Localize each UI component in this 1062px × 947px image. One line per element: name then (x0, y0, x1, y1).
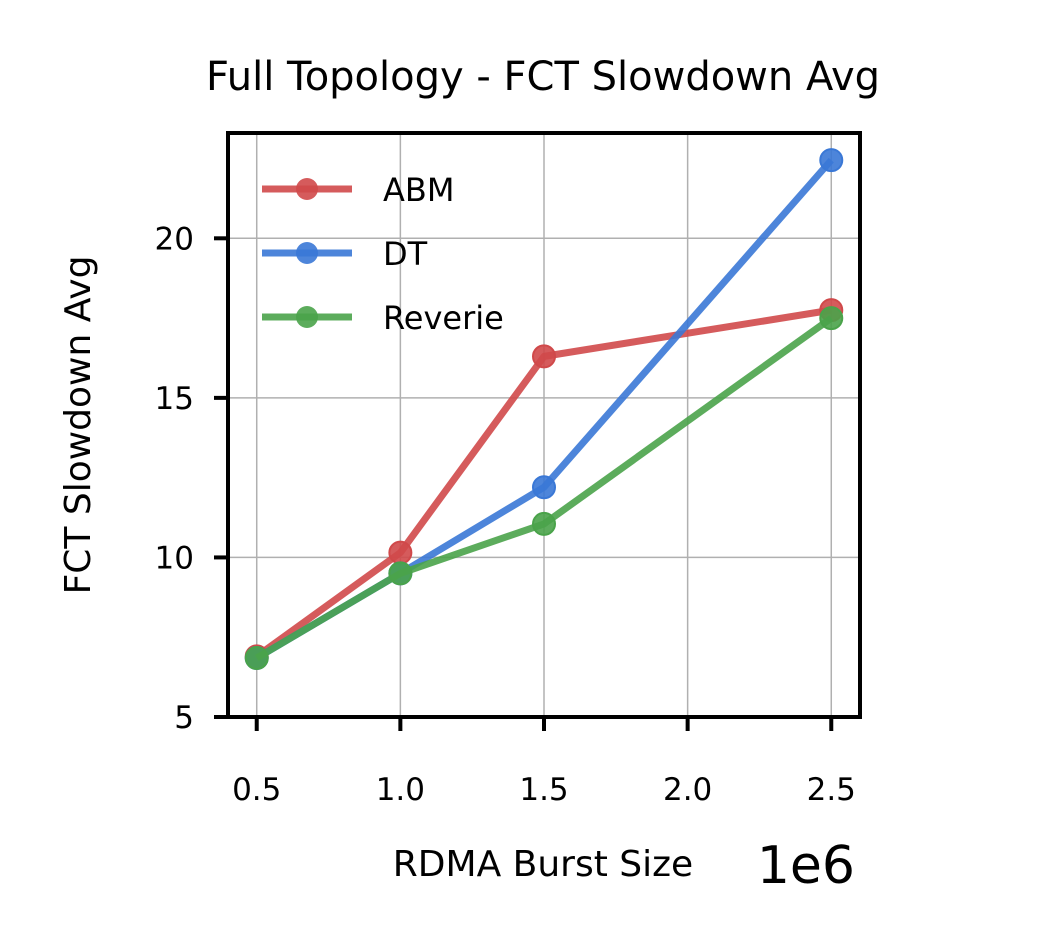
reverie-data-point (819, 306, 844, 331)
x-axis-label: RDMA Burst Size (393, 844, 693, 885)
abm-legend-label: ABM (383, 171, 454, 209)
series-layer (244, 148, 844, 670)
y-tick-label: 15 (155, 381, 194, 417)
dt-data-point (532, 475, 556, 500)
dt-legend-marker (296, 242, 318, 264)
reverie-data-point (388, 561, 413, 586)
x-tick-label: 1.0 (376, 772, 425, 808)
abm-series-line (254, 306, 832, 660)
reverie-data-point (532, 511, 556, 536)
reverie-data-point (244, 645, 269, 670)
reverie-legend-label: Reverie (383, 299, 504, 337)
chart-title: Full Topology - FCT Slowdown Avg (206, 54, 880, 100)
reverie-series-line (254, 315, 834, 661)
legend: ABM DT Reverie (262, 171, 504, 337)
abm-legend-marker (296, 178, 318, 200)
dt-data-point (819, 148, 844, 173)
y-tick-label: 5 (174, 700, 194, 736)
x-axis: 0.5 1.0 1.5 2.0 2.5 (232, 717, 856, 808)
y-axis-label: FCT Slowdown Avg (58, 256, 99, 595)
abm-data-point (532, 344, 556, 369)
reverie-legend-marker (296, 306, 318, 328)
y-tick-label: 20 (155, 221, 194, 257)
grid (228, 133, 860, 718)
x-tick-label: 0.5 (232, 772, 281, 808)
x-tick-label: 1.5 (519, 772, 568, 808)
dt-legend-label: DT (383, 235, 428, 273)
x-axis-offset: 1e6 (757, 836, 855, 896)
x-tick-label: 2.5 (807, 772, 856, 808)
y-axis: 5 10 15 20 (155, 221, 228, 736)
x-tick-label: 2.0 (663, 772, 712, 808)
abm-data-point (388, 540, 413, 565)
y-tick-label: 10 (155, 540, 194, 576)
